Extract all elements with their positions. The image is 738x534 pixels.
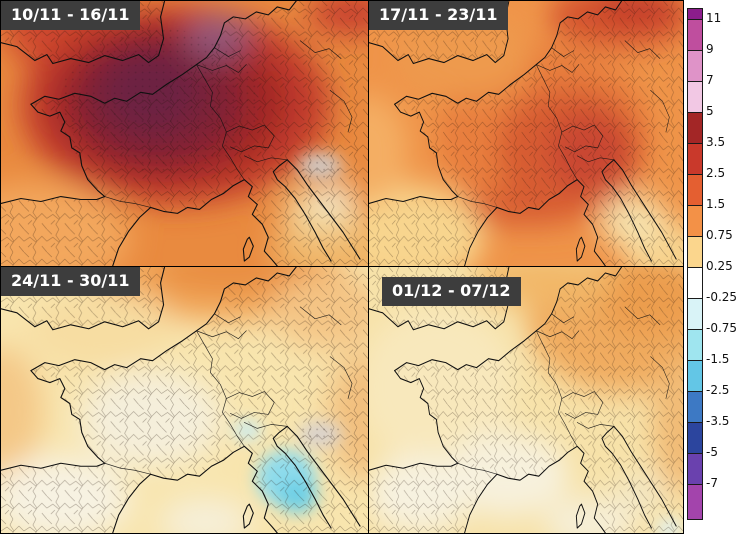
colorbar-segment xyxy=(688,298,702,329)
map-grid: 10/11 - 16/11 xyxy=(0,0,684,534)
colorbar-tick-label: -7 xyxy=(706,476,718,490)
panel-date-label: 17/11 - 23/11 xyxy=(369,1,508,30)
colorbar-segment xyxy=(688,422,702,453)
colorbar-segment xyxy=(688,484,702,519)
colorbar-segment xyxy=(688,81,702,112)
colorbar-tick-label: 3.5 xyxy=(706,135,726,149)
colorbar-tick-label: -3.5 xyxy=(706,414,730,428)
colorbar-segment xyxy=(688,174,702,205)
colorbar-segment xyxy=(688,112,702,143)
panel-date-label: 24/11 - 30/11 xyxy=(1,267,140,296)
colorbar-segment xyxy=(688,329,702,360)
colorbar-segment xyxy=(688,360,702,391)
colorbar-segment xyxy=(688,205,702,236)
colorbar-tick-label: 2.5 xyxy=(706,166,726,180)
colorbar-tick-label: 5 xyxy=(706,104,714,118)
colorbar-segment xyxy=(688,236,702,267)
panel-date-label: 01/12 - 07/12 xyxy=(382,277,521,306)
colorbar-tick-label: 7 xyxy=(706,73,714,87)
map-panel-week2: 17/11 - 23/11 xyxy=(369,1,683,266)
colorbar-segment xyxy=(688,19,702,50)
colorbar-tick-label: 0.75 xyxy=(706,228,733,242)
map-week1-svg xyxy=(1,1,368,266)
map-week3-svg xyxy=(1,267,368,533)
panel-date-label: 10/11 - 16/11 xyxy=(1,1,140,30)
map-panel-week1: 10/11 - 16/11 xyxy=(1,1,368,266)
map-week4-svg xyxy=(369,267,683,533)
colorbar-segment xyxy=(688,453,702,484)
colorbar-segment xyxy=(688,143,702,174)
map-panel-week3: 24/11 - 30/11 xyxy=(1,267,368,533)
colorbar-tick-label: -0.75 xyxy=(706,321,738,335)
colorbar-tick-label: 9 xyxy=(706,42,714,56)
colorbar-tick-label: 1.5 xyxy=(706,197,726,211)
colorbar-tick-label: -2.5 xyxy=(706,383,730,397)
colorbar-tick-label: 0.25 xyxy=(706,259,733,273)
map-panel-week4: 01/12 - 07/12 xyxy=(369,267,683,533)
colorbar-tick-label: -5 xyxy=(706,445,718,459)
colorbar-tick-label: 11 xyxy=(706,11,722,25)
colorbar-segment xyxy=(688,391,702,422)
map-week2-svg xyxy=(369,1,683,266)
colorbar-segment xyxy=(688,267,702,298)
colorbar-segment xyxy=(688,9,702,19)
colorbar-tick-label: -0.25 xyxy=(706,290,738,304)
colorbar: 11 9 7 5 3.5 2.5 1.5 0.75 0.25 -0.25 -0.75 -1.5 -2.5… xyxy=(687,0,738,534)
colorbar-segments xyxy=(687,8,703,520)
colorbar-tick-label: -1.5 xyxy=(706,352,730,366)
colorbar-segment xyxy=(688,50,702,81)
